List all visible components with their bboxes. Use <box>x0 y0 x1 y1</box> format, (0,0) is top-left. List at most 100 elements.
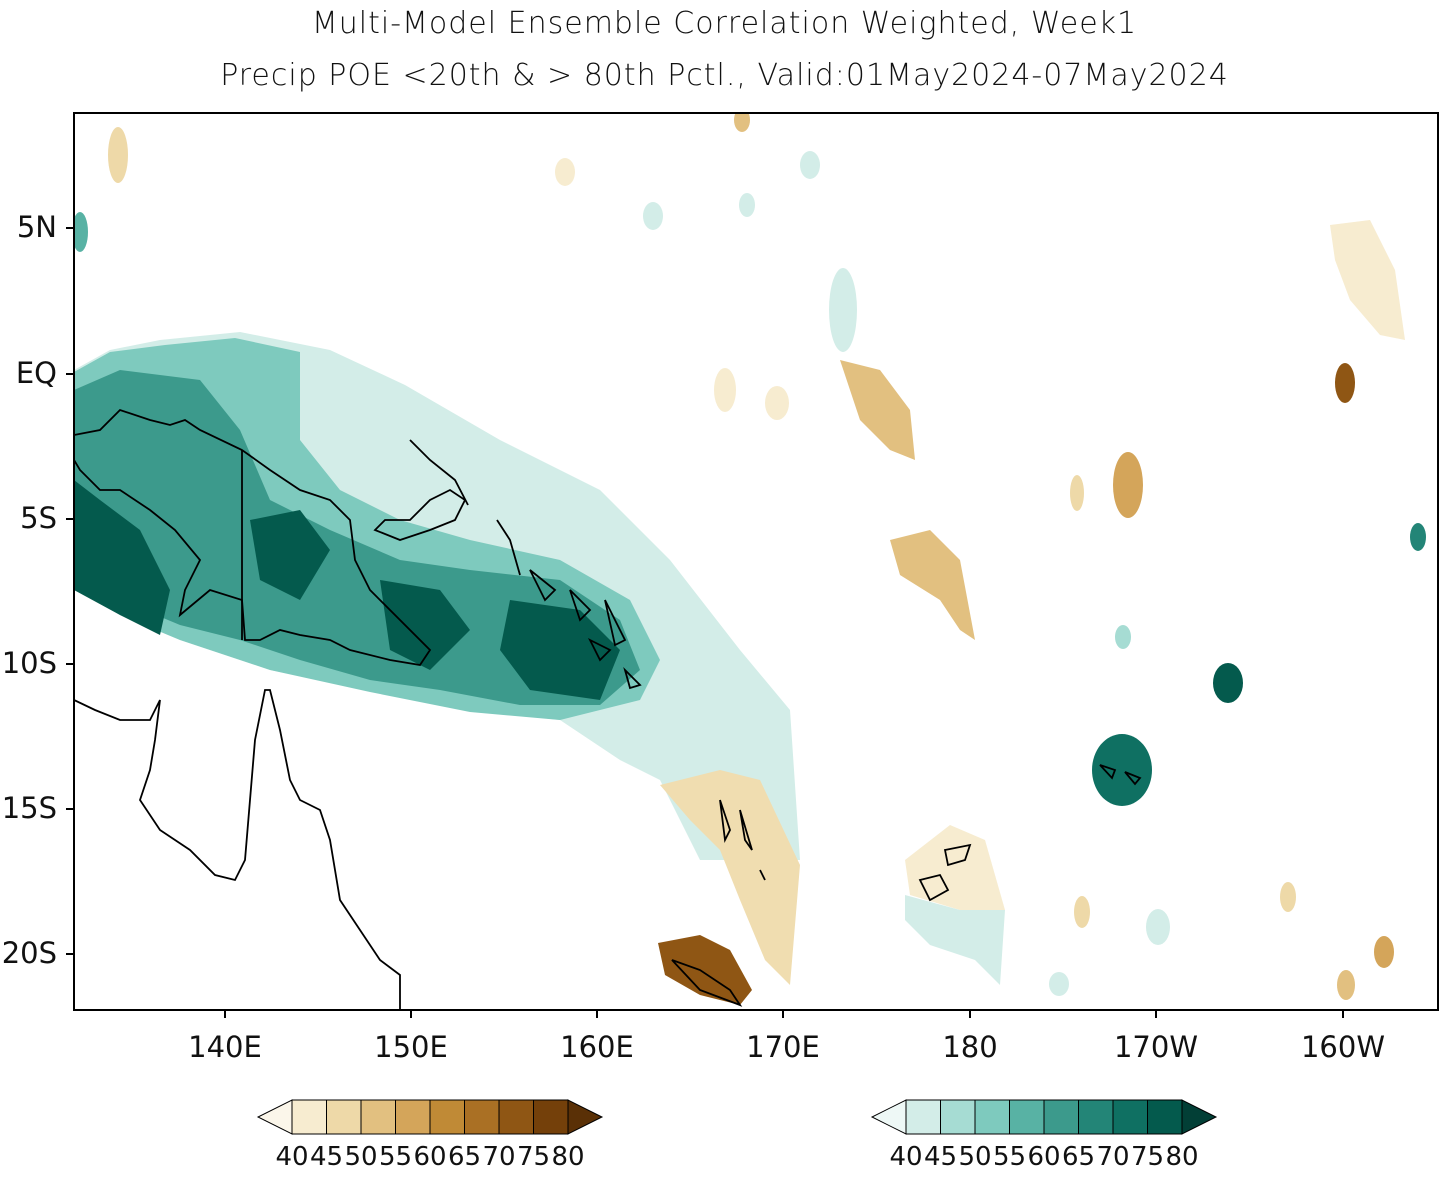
lat-label-15s: 15S <box>1 791 57 825</box>
probability-shading <box>74 113 1426 1005</box>
above-colorbar-swatch-7 <box>1147 1099 1183 1135</box>
map-frame <box>73 112 1439 1011</box>
lon-label-160e: 160E <box>560 1030 634 1064</box>
coast-solomons <box>529 569 642 690</box>
map-title-line2: Precip POE <20th & > 80th Pctl., Valid:0… <box>220 58 1229 93</box>
lon-label-170e: 170E <box>746 1030 820 1064</box>
lon-label-180: 180 <box>942 1030 998 1064</box>
below-colorbar-swatch-6 <box>498 1099 534 1135</box>
above-colorbar-label-70: 70 <box>1096 1142 1130 1172</box>
below-normal-spot-3 <box>1070 475 1084 511</box>
above-colorbar-label-75: 75 <box>1130 1142 1165 1172</box>
above-colorbar-swatch-2 <box>974 1099 1010 1135</box>
lat-label-eq: EQ <box>15 356 57 390</box>
below-colorbar-label-55: 55 <box>378 1142 413 1172</box>
above-colorbar-swatch-5 <box>1078 1099 1114 1135</box>
lat-label-5n: 5N <box>16 210 57 244</box>
below-colorbar-label-45: 45 <box>309 1142 344 1172</box>
above-colorbar-swatch-4 <box>1043 1099 1079 1135</box>
below-colorbar-high-extension <box>567 1099 604 1135</box>
above-colorbar-high-extension <box>1181 1099 1218 1135</box>
lon-label-160w: 160W <box>1300 1030 1386 1064</box>
above-normal-spot-8 <box>739 193 755 217</box>
above-normal-spot-7 <box>800 151 820 179</box>
above-colorbar-label-60: 60 <box>1027 1142 1061 1172</box>
coast-new-guinea <box>74 408 432 666</box>
lon-ticks <box>224 1010 1344 1018</box>
above-colorbar-label-80: 80 <box>1165 1142 1199 1172</box>
below-colorbar-label-65: 65 <box>447 1142 482 1172</box>
below-normal-spot-7 <box>108 127 128 183</box>
below-colorbar-label-75: 75 <box>516 1142 551 1172</box>
coast-new-britain <box>373 488 467 541</box>
above-normal-spot-3 <box>1410 523 1426 551</box>
above-normal-spot-4 <box>74 212 88 252</box>
below-normal-spot-8 <box>734 113 750 132</box>
coast-new-ireland <box>409 439 469 506</box>
coast-new-caledonia <box>671 959 743 1007</box>
lat-label-20s: 20S <box>1 936 57 970</box>
above-normal-spot-10 <box>1049 972 1069 996</box>
above-normal-region-level5 <box>74 370 640 705</box>
below-normal-region-newcaledonia <box>658 935 752 1005</box>
below-normal-spot-9 <box>555 158 575 186</box>
above-normal-spot-5 <box>829 268 857 352</box>
lat-ticks <box>66 227 74 955</box>
below-normal-spot-12 <box>1074 896 1090 928</box>
above-colorbar-label-50: 50 <box>958 1142 992 1172</box>
above-normal-spot-2 <box>1092 734 1152 806</box>
above-normal-spot-1 <box>1213 663 1243 703</box>
above-colorbar-low-extension <box>870 1099 907 1135</box>
below-colorbar-label-40: 40 <box>275 1142 309 1172</box>
below-normal-region-northeast <box>1330 220 1405 340</box>
below-normal-region-fiji <box>905 825 1005 910</box>
lat-label-5s: 5S <box>20 501 57 535</box>
below-colorbar-label-80: 80 <box>551 1142 585 1172</box>
lon-label-170w: 170W <box>1113 1030 1199 1064</box>
below-normal-spot-10 <box>714 368 736 412</box>
coast-samoa <box>1099 764 1142 786</box>
below-normal-spot-2 <box>1113 452 1143 518</box>
colorbar-below-normal <box>256 1099 604 1135</box>
lat-label-10s: 10S <box>1 646 57 680</box>
map-title-line1: Multi-Model Ensemble Correlation Weighte… <box>311 6 1138 41</box>
below-colorbar-swatch-7 <box>533 1099 569 1135</box>
below-normal-spot-1 <box>1335 363 1355 403</box>
below-colorbar-swatch-2 <box>360 1099 396 1135</box>
lon-label-140e: 140E <box>188 1030 262 1064</box>
below-colorbar-label-70: 70 <box>482 1142 516 1172</box>
coastlines <box>74 408 1142 1010</box>
below-colorbar-swatch-3 <box>395 1099 431 1135</box>
coast-australia <box>74 689 401 1010</box>
above-colorbar-swatch-1 <box>940 1099 976 1135</box>
above-normal-region-fiji <box>905 895 1005 985</box>
above-normal-spot-11 <box>1115 625 1131 649</box>
below-colorbar-label-50: 50 <box>344 1142 378 1172</box>
above-normal-region-level8 <box>74 480 620 700</box>
below-normal-region-2 <box>890 530 975 640</box>
above-normal-spot-6 <box>643 202 663 230</box>
below-colorbar-swatch-1 <box>326 1099 362 1135</box>
above-colorbar-swatch-3 <box>1009 1099 1045 1135</box>
below-colorbar-swatch-4 <box>429 1099 465 1135</box>
below-normal-region-vanuatu <box>660 770 800 985</box>
below-colorbar-label-60: 60 <box>413 1142 447 1172</box>
below-normal-region-central <box>840 360 915 460</box>
above-colorbar-label-45: 45 <box>923 1142 958 1172</box>
above-colorbar-label-65: 65 <box>1061 1142 1096 1172</box>
below-colorbar-low-extension <box>256 1099 293 1135</box>
coast-fiji <box>918 843 972 902</box>
below-normal-spot-5 <box>1337 970 1355 1000</box>
lon-label-150e: 150E <box>374 1030 448 1064</box>
colorbar-above-normal <box>870 1099 1218 1135</box>
above-colorbar-swatch-0 <box>905 1099 941 1135</box>
below-normal-spot-11 <box>765 386 789 420</box>
above-colorbar-label-40: 40 <box>889 1142 923 1172</box>
above-normal-spot-9 <box>1146 909 1170 945</box>
below-colorbar-swatch-0 <box>291 1099 327 1135</box>
above-colorbar-label-55: 55 <box>992 1142 1027 1172</box>
below-colorbar-swatch-5 <box>464 1099 500 1135</box>
below-normal-spot-6 <box>1280 882 1296 912</box>
below-normal-spot-4 <box>1374 936 1394 968</box>
